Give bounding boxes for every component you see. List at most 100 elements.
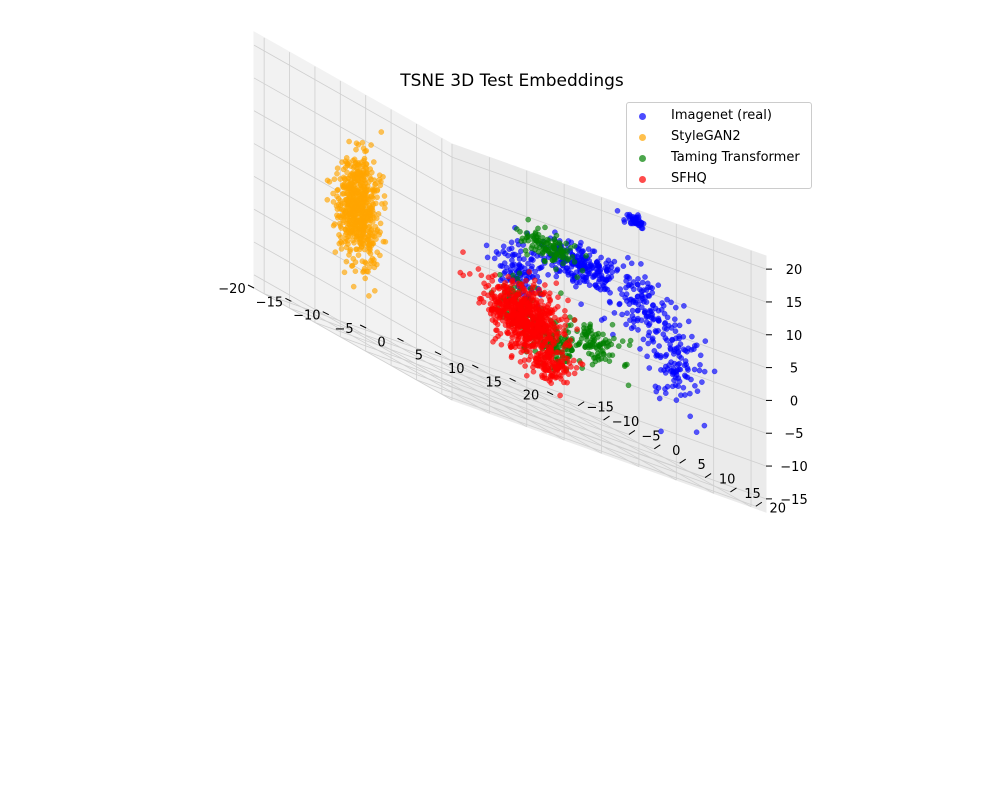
grid-line-z-back [451,320,767,434]
data-point [581,329,588,336]
data-point [629,312,636,319]
grid-line-x-floor [403,340,602,454]
data-point [611,258,618,265]
data-point [634,293,641,300]
data-point [339,159,345,165]
data-point [484,254,491,261]
data-point [555,294,561,301]
data-point [545,353,551,360]
data-point [352,259,359,265]
grid-line-z-left [253,44,453,158]
data-point [571,317,578,323]
z-tick-label: 20 [786,263,803,278]
data-point [517,319,523,326]
data-point [626,275,633,281]
data-point [651,347,658,354]
data-point [377,182,384,189]
data-point [676,322,683,329]
data-point [592,282,598,289]
x-tick-label: 20 [523,389,540,404]
data-point [574,279,580,285]
data-point [499,308,506,314]
data-point [363,260,369,267]
grid-line-y-floor [264,293,579,407]
data-point [652,383,659,390]
data-point [597,341,604,347]
y-tick-label: 15 [744,487,761,502]
data-point [549,262,555,268]
data-point [548,344,554,351]
data-point [530,310,537,317]
grid-line-x-floor [552,394,752,508]
data-point [369,193,375,200]
data-point [366,232,372,239]
legend-marker [639,155,646,162]
data-point [344,237,351,244]
z-tick-label: 10 [786,329,803,344]
data-point [527,330,533,337]
data-point [664,296,670,303]
data-point [542,258,548,265]
x-tick-mark [509,377,516,382]
data-point [350,190,356,197]
data-point [547,373,554,379]
data-point [662,335,669,341]
grid-line-z-back [451,353,767,467]
data-point [494,321,501,328]
data-point [637,346,643,352]
data-point [655,327,661,334]
data-point [359,139,366,146]
data-point [620,263,627,269]
data-point [535,237,542,244]
data-point [526,336,533,343]
data-point [577,339,583,346]
data-point [495,251,502,257]
data-point [664,314,671,321]
data-point [606,352,613,359]
data-point [655,282,662,289]
data-point [510,251,516,258]
data-point [349,263,355,269]
data-point [567,337,574,343]
grid-line-y-floor [289,307,604,421]
data-point [616,343,622,349]
data-point [662,370,669,376]
data-point [354,211,361,218]
data-point [553,266,559,273]
data-point [334,187,341,194]
data-point [509,343,515,350]
y-tick-label: 0 [672,444,680,459]
data-point [562,331,568,338]
data-point [675,383,682,390]
data-point [616,301,623,308]
data-point [338,246,345,252]
data-point [347,209,354,216]
pane-back [451,143,767,513]
data-point [330,190,336,197]
legend-marker [639,113,646,120]
data-point [545,367,552,374]
y-tick-label: −10 [612,415,639,430]
data-point [359,186,366,192]
data-point [539,325,546,332]
data-point [525,319,531,326]
data-point [353,236,360,242]
data-point [607,299,613,306]
data-point [663,390,669,397]
grid-line-y-floor [441,393,756,507]
legend-label: StyleGAN2 [671,129,741,144]
data-point [335,201,342,208]
data-point [344,160,351,167]
data-point [354,165,360,172]
data-point [539,343,546,350]
data-point [530,257,536,263]
data-point [355,252,362,258]
data-point [626,342,633,348]
data-point [521,313,527,319]
data-point [653,388,660,395]
data-point [360,191,367,198]
grid-line-x-floor [478,367,677,481]
data-point [378,129,385,135]
data-point [688,376,694,383]
data-point [701,422,708,429]
